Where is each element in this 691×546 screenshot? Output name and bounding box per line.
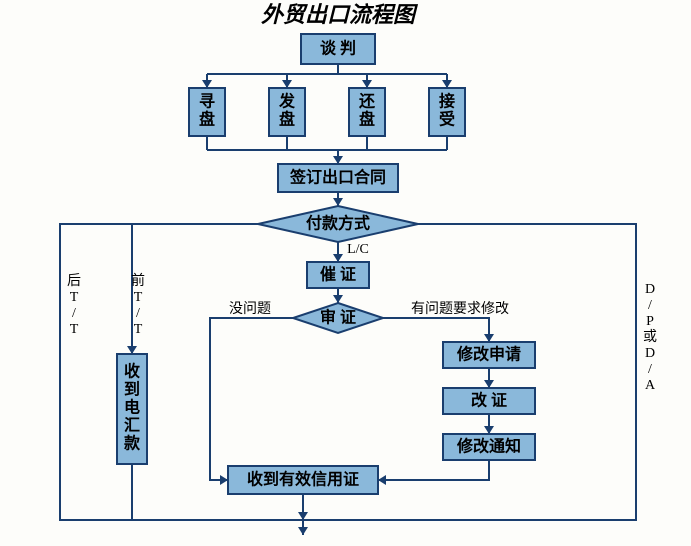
dpda: D — [645, 282, 655, 297]
flowchart: 谈 判寻盘发盘还盘接受签订出口合同付款方式L/C催 证审 证没问题有问题要求修改… — [0, 0, 691, 546]
dpda: P — [646, 314, 654, 329]
receive_tt-label: 电 — [124, 398, 140, 417]
no_problem: 没问题 — [229, 301, 271, 317]
modify-label: 改 证 — [471, 391, 507, 410]
accept-label: 接 — [439, 92, 455, 111]
receive_tt-label: 汇 — [124, 417, 140, 435]
dpda: / — [648, 362, 652, 377]
back_tt: T — [70, 290, 79, 305]
counter-label: 还 — [358, 92, 376, 111]
front_tt: 前 — [131, 272, 145, 289]
front_tt: / — [136, 306, 140, 321]
payment-label: 付款方式 — [306, 214, 370, 233]
audit-label: 审 证 — [320, 308, 356, 327]
back_tt: 后 — [67, 273, 81, 289]
negotiate-label: 谈 判 — [320, 39, 356, 58]
offer-label: 发 — [278, 92, 296, 111]
modify_apply-label: 修改申请 — [456, 345, 521, 364]
receive_tt-label: 到 — [124, 381, 140, 399]
receive_lc-label: 收到有效信用证 — [247, 470, 359, 489]
counter-label: 盘 — [359, 110, 375, 129]
dpda: 或 — [643, 329, 657, 345]
offer-label: 盘 — [279, 110, 295, 129]
receive_tt-label: 款 — [124, 434, 141, 453]
lc_label: L/C — [347, 242, 369, 257]
sign-label: 签订出口合同 — [289, 168, 386, 187]
modify_notice-label: 修改通知 — [456, 437, 521, 456]
dpda: A — [645, 378, 656, 393]
back_tt: T — [70, 322, 79, 337]
title: 外贸出口流程图 — [261, 2, 419, 27]
front_tt: T — [134, 290, 143, 305]
accept-label: 受 — [439, 110, 455, 129]
back_tt: / — [72, 306, 76, 321]
dpda: D — [645, 346, 655, 361]
has_problem: 有问题要求修改 — [411, 301, 509, 317]
front_tt: T — [134, 322, 143, 337]
inquiry-label: 盘 — [199, 110, 215, 129]
urge-label: 催 证 — [320, 265, 356, 284]
receive_tt-label: 收 — [124, 362, 140, 381]
dpda: / — [648, 298, 652, 313]
inquiry-label: 寻 — [199, 93, 215, 111]
